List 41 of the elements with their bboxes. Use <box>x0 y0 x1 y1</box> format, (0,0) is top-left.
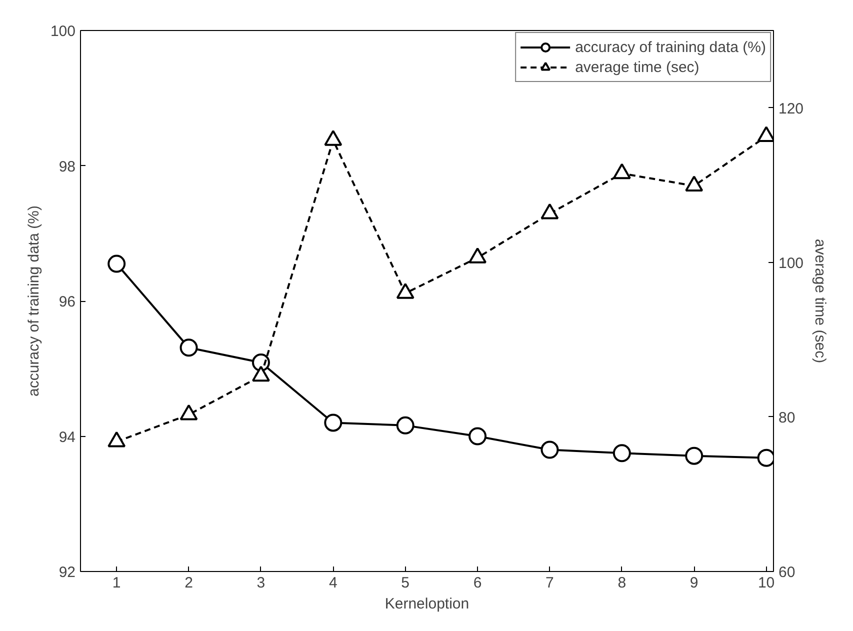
y-tick-label: 92 <box>58 564 76 581</box>
x-tick-label: 9 <box>690 574 698 592</box>
point <box>612 444 631 462</box>
legend-label: accuracy of training data (%) <box>575 38 766 56</box>
point <box>180 404 198 420</box>
point <box>324 130 342 146</box>
point <box>180 338 198 357</box>
y-tick-label: 96 <box>58 294 76 310</box>
y2-tick-label: 80 <box>778 409 796 426</box>
x-tick-label: 8 <box>618 574 626 592</box>
point <box>108 431 126 448</box>
y2-tick-label: 60 <box>778 564 796 581</box>
point <box>685 446 704 465</box>
x-tick-label: 3 <box>256 574 266 592</box>
point <box>685 176 704 192</box>
point <box>396 283 414 299</box>
point <box>324 414 342 432</box>
point <box>468 247 487 264</box>
y2-axis-title: average time (sec) <box>812 238 829 364</box>
x-tick-label: 10 <box>758 574 775 592</box>
y-axis-title: accuracy of training data (%) <box>25 206 42 396</box>
point <box>468 427 487 446</box>
x-tick-label: 4 <box>328 574 338 592</box>
x-tick-label: 1 <box>112 574 121 592</box>
y-tick-label: 100 <box>50 23 76 40</box>
y2-tick-label: 120 <box>778 100 804 118</box>
x-tick-label: 2 <box>184 574 193 592</box>
point <box>540 440 559 459</box>
x-axis-title: Kerneloption <box>384 596 470 612</box>
y2-tick-label: 100 <box>778 254 804 272</box>
y-tick-label: 94 <box>58 428 76 446</box>
legend-label: average time (sec) <box>575 58 700 76</box>
point <box>612 163 631 180</box>
point <box>252 366 270 382</box>
x-tick-label: 7 <box>546 574 554 592</box>
x-tick-label: 5 <box>401 574 410 592</box>
point <box>108 254 126 273</box>
point <box>540 203 559 220</box>
y-tick-label: 98 <box>58 158 76 176</box>
point <box>396 416 414 434</box>
x-tick-label: 6 <box>473 574 482 592</box>
